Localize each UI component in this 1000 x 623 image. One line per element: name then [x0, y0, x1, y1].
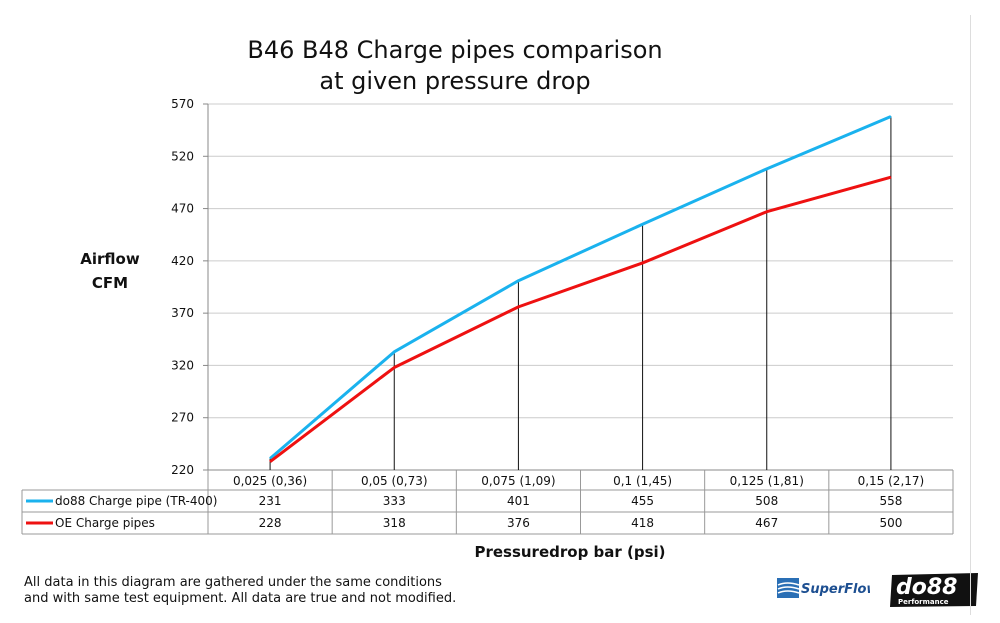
x-tick-label: 0,05 (0,73) — [361, 474, 428, 488]
data-label: 333 — [383, 494, 406, 508]
legend-label: OE Charge pipes — [55, 516, 155, 530]
x-axis-label: Pressuredrop bar (psi) — [474, 543, 665, 561]
svg-text:Performance: Performance — [898, 598, 949, 606]
edge-divider — [970, 15, 971, 615]
data-point — [269, 457, 271, 459]
y-tick-label: 370 — [171, 306, 194, 320]
data-label: 231 — [259, 494, 282, 508]
do88-logo: do88 Performance — [888, 572, 980, 608]
legend-label: do88 Charge pipe (TR-400) — [55, 494, 217, 508]
data-label: 558 — [879, 494, 902, 508]
data-label: 500 — [879, 516, 902, 530]
x-tick-label: 0,125 (1,81) — [730, 474, 804, 488]
data-point — [393, 351, 395, 353]
data-point — [890, 116, 892, 118]
data-point — [766, 211, 768, 213]
data-point — [517, 280, 519, 282]
data-point — [890, 176, 892, 178]
series-line-1 — [269, 175, 892, 463]
y-tick-label: 220 — [171, 463, 194, 477]
data-label: 455 — [631, 494, 654, 508]
series-line-0 — [269, 115, 892, 460]
x-tick-label: 0,1 (1,45) — [613, 474, 672, 488]
x-tick-label: 0,075 (1,09) — [481, 474, 555, 488]
data-label: 228 — [259, 516, 282, 530]
data-point — [517, 306, 519, 308]
data-point — [766, 168, 768, 170]
data-point — [642, 262, 644, 264]
data-label: 467 — [755, 516, 778, 530]
y-axis-label: Airflow — [80, 250, 140, 268]
data-point — [269, 461, 271, 463]
data-point — [393, 367, 395, 369]
chart-title-line: at given pressure drop — [319, 67, 590, 95]
data-point — [642, 223, 644, 225]
superflow-logo: SuperFlow — [775, 575, 879, 601]
y-tick-label: 520 — [171, 149, 194, 163]
y-tick-label: 570 — [171, 97, 194, 111]
data-label: 376 — [507, 516, 530, 530]
data-label: 508 — [755, 494, 778, 508]
y-axis-label: CFM — [92, 274, 128, 292]
data-label: 418 — [631, 516, 654, 530]
y-tick-label: 470 — [171, 202, 194, 216]
y-tick-label: 320 — [171, 358, 194, 372]
data-label: 401 — [507, 494, 530, 508]
chart-title-line: B46 B48 Charge pipes comparison — [247, 36, 662, 64]
footer-note: All data in this diagram are gathered un… — [24, 575, 457, 606]
svg-text:do88: do88 — [896, 575, 957, 600]
data-label: 318 — [383, 516, 406, 530]
y-tick-label: 270 — [171, 411, 194, 425]
y-tick-label: 420 — [171, 254, 194, 268]
x-tick-label: 0,025 (0,36) — [233, 474, 307, 488]
svg-text:SuperFlow: SuperFlow — [801, 582, 870, 597]
x-tick-label: 0,15 (2,17) — [858, 474, 925, 488]
